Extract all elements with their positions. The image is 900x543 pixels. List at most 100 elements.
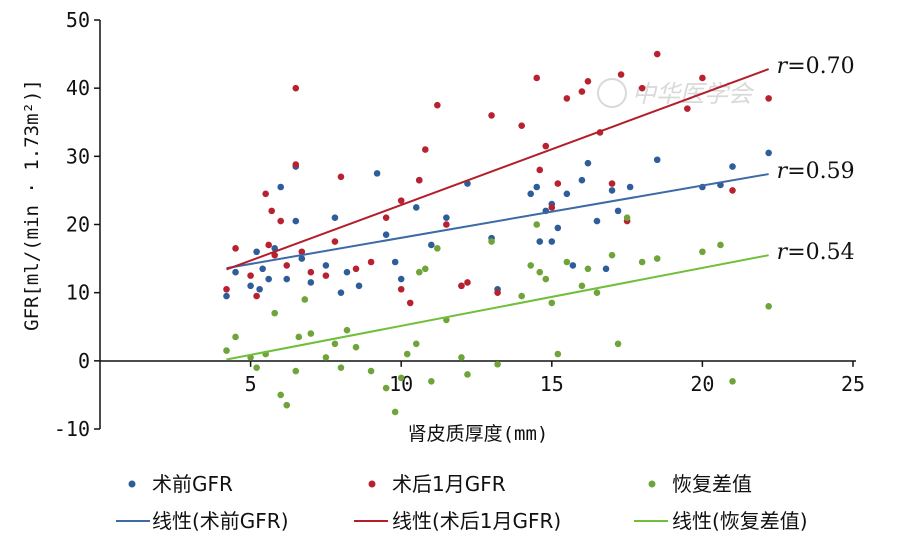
point-recovery: [253, 364, 260, 371]
x-tick-label: 15: [540, 372, 564, 396]
point-recovery: [421, 265, 429, 273]
point-post-gfr: [262, 190, 269, 198]
legend-marker-pre-gfr: [128, 480, 136, 488]
point-pre-gfr: [232, 268, 239, 276]
point-post-gfr: [617, 71, 625, 78]
point-recovery: [343, 326, 351, 334]
point-pre-gfr: [331, 214, 339, 221]
point-recovery: [397, 374, 405, 382]
point-recovery: [322, 354, 330, 361]
x-tick-label: 25: [841, 372, 865, 396]
legend-item-post-gfr: 术后1月GFR: [368, 472, 506, 496]
watermark: 中华医学会: [597, 78, 755, 108]
point-recovery: [412, 340, 420, 348]
point-post-gfr: [653, 50, 661, 58]
point-recovery: [367, 367, 375, 375]
point-pre-gfr: [382, 231, 390, 239]
point-post-gfr: [443, 221, 450, 228]
point-pre-gfr: [527, 190, 535, 198]
point-post-gfr: [488, 112, 495, 119]
point-recovery: [283, 401, 291, 409]
legend-label-fit-recovery: 线性(恢复差值): [672, 509, 808, 533]
point-recovery: [729, 377, 736, 385]
fit-line-recovery: [226, 254, 769, 361]
point-post-gfr: [729, 187, 736, 194]
point-post-gfr: [322, 272, 330, 279]
point-pre-gfr: [373, 170, 381, 177]
point-pre-gfr: [533, 183, 541, 191]
point-pre-gfr: [765, 149, 772, 157]
point-post-gfr: [367, 258, 375, 266]
point-recovery: [699, 248, 706, 256]
point-post-gfr: [458, 282, 465, 290]
point-post-gfr: [434, 101, 441, 109]
x-ticks: 5 10 15 20 25: [245, 360, 865, 396]
point-recovery: [608, 251, 616, 259]
point-pre-gfr: [563, 190, 571, 198]
legend-label-recovery: 恢复差值: [672, 472, 752, 496]
point-post-gfr: [542, 142, 550, 150]
point-recovery: [653, 255, 661, 262]
point-recovery: [638, 258, 646, 266]
point-post-gfr: [415, 176, 423, 184]
point-recovery: [563, 258, 571, 266]
point-post-gfr: [253, 292, 260, 300]
y-tick-label: 30: [66, 144, 90, 168]
point-pre-gfr: [259, 265, 266, 273]
point-post-gfr: [271, 251, 278, 259]
point-post-gfr: [397, 285, 405, 293]
point-recovery: [428, 377, 435, 385]
point-pre-gfr: [391, 258, 399, 266]
point-recovery: [415, 268, 423, 276]
point-post-gfr: [406, 299, 414, 307]
point-recovery: [765, 303, 772, 310]
point-recovery: [614, 340, 622, 348]
point-pre-gfr: [283, 275, 291, 283]
point-pre-gfr: [602, 265, 610, 273]
point-post-gfr: [265, 241, 272, 249]
point-recovery: [548, 299, 556, 307]
watermark-text: 中华医学会: [632, 80, 755, 108]
y-tick-label: 50: [66, 8, 90, 32]
fit-line-pre-gfr: [226, 173, 769, 270]
point-pre-gfr: [443, 214, 450, 221]
legend-marker-post-gfr: [368, 480, 376, 488]
point-pre-gfr: [223, 292, 230, 300]
point-recovery: [331, 340, 339, 348]
point-post-gfr: [247, 272, 254, 279]
y-axis-title: GFR[ml/(min · 1.73m²)]: [21, 79, 43, 331]
point-post-gfr: [352, 265, 360, 273]
y-tick-label: -10: [54, 417, 90, 441]
point-recovery: [352, 343, 360, 351]
point-pre-gfr: [614, 207, 622, 215]
legend: 术前GFR 术后1月GFR 恢复差值 线性(术前GFR) 线性(术后1月GFR)…: [116, 472, 808, 533]
point-pre-gfr: [578, 176, 586, 184]
point-post-gfr: [337, 173, 345, 181]
point-recovery: [295, 333, 303, 341]
point-recovery: [403, 350, 411, 358]
point-pre-gfr: [593, 217, 601, 225]
point-recovery: [458, 354, 465, 361]
point-post-gfr: [684, 105, 691, 112]
point-post-gfr: [307, 268, 315, 276]
legend-label-fit-pre: 线性(术前GFR): [152, 509, 289, 533]
point-post-gfr: [292, 84, 300, 92]
legend-label-post-gfr: 术后1月GFR: [392, 472, 506, 496]
point-recovery: [301, 296, 309, 303]
point-post-gfr: [494, 289, 501, 296]
point-pre-gfr: [253, 248, 260, 256]
legend-label-pre-gfr: 术前GFR: [152, 472, 233, 496]
point-recovery: [307, 330, 315, 337]
point-pre-gfr: [397, 275, 405, 283]
point-pre-gfr: [536, 238, 544, 245]
point-pre-gfr: [298, 255, 306, 262]
point-post-gfr: [765, 95, 772, 102]
point-recovery: [391, 408, 399, 416]
legend-marker-recovery: [648, 480, 656, 488]
point-recovery: [554, 350, 562, 358]
point-pre-gfr: [292, 217, 300, 225]
y-tick-label: 40: [66, 76, 90, 100]
point-pre-gfr: [584, 159, 592, 167]
point-recovery: [382, 384, 390, 392]
